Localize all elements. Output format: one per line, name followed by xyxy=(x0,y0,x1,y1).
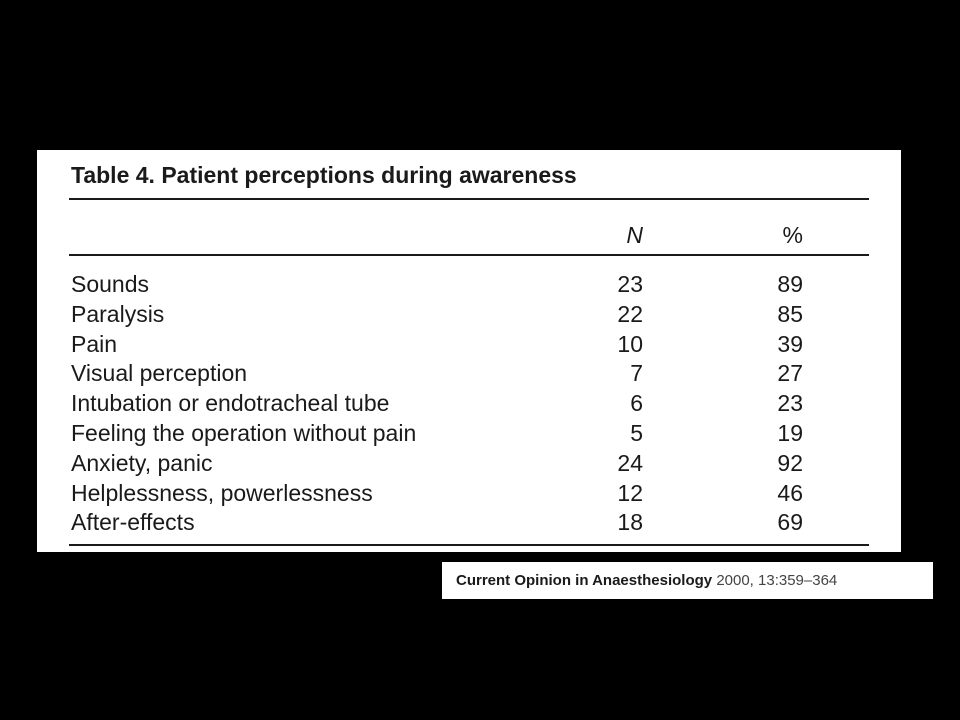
table-header-rule xyxy=(69,254,869,256)
row-percent: 46 xyxy=(777,479,803,506)
row-n: 22 xyxy=(617,300,643,327)
citation-journal: Current Opinion in Anaesthesiology xyxy=(456,572,713,589)
row-label: Pain xyxy=(71,330,118,357)
row-n: 24 xyxy=(617,449,643,476)
table-row: Intubation or endotracheal tube 6 23 xyxy=(37,389,901,419)
table-row: Pain 10 39 xyxy=(37,330,901,360)
row-n: 10 xyxy=(617,330,643,357)
row-label: Paralysis xyxy=(71,300,165,327)
row-label: Anxiety, panic xyxy=(71,449,213,476)
row-n: 23 xyxy=(617,271,643,297)
row-percent: 69 xyxy=(777,509,803,536)
column-header-percent: % xyxy=(782,222,803,248)
row-n: 6 xyxy=(630,390,643,417)
citation-reference: 2000, 13:359–364 xyxy=(716,572,838,589)
row-percent: 89 xyxy=(777,271,803,297)
row-percent: 39 xyxy=(777,330,803,357)
row-label: Visual perception xyxy=(71,360,248,387)
table-row: Anxiety, panic 24 92 xyxy=(37,449,901,479)
row-label: Feeling the operation without pain xyxy=(71,419,417,446)
row-n: 18 xyxy=(617,509,643,536)
table-row: Helplessness, powerlessness 12 46 xyxy=(37,479,901,509)
table-row: Visual perception 7 27 xyxy=(37,359,901,389)
row-percent: 92 xyxy=(777,449,803,476)
table-panel: Table 4. Patient perceptions during awar… xyxy=(37,150,901,552)
row-n: 12 xyxy=(617,479,643,506)
row-label: Intubation or endotracheal tube xyxy=(71,390,390,417)
table-row: Sounds 23 89 xyxy=(37,270,901,300)
table-top-rule xyxy=(69,198,869,200)
table-row: Feeling the operation without pain 5 19 xyxy=(37,419,901,449)
row-label: Sounds xyxy=(71,271,150,297)
table-bottom-rule xyxy=(69,544,869,546)
table-row: Paralysis 22 85 xyxy=(37,300,901,330)
row-percent: 23 xyxy=(777,390,803,417)
table-title: Table 4. Patient perceptions during awar… xyxy=(71,162,577,188)
row-label: After-effects xyxy=(71,509,195,536)
row-percent: 85 xyxy=(777,300,803,327)
row-percent: 19 xyxy=(777,419,803,446)
table-row: After-effects 18 69 xyxy=(37,508,901,538)
column-header-n: N xyxy=(626,222,643,248)
row-label: Helplessness, powerlessness xyxy=(71,479,373,506)
row-n: 7 xyxy=(630,360,643,387)
citation-box: Current Opinion in Anaesthesiology 2000,… xyxy=(442,562,933,599)
row-percent: 27 xyxy=(777,360,803,387)
row-n: 5 xyxy=(630,419,643,446)
table-body: Sounds 23 89 Paralysis 22 85 Pain 10 39 … xyxy=(37,270,901,538)
